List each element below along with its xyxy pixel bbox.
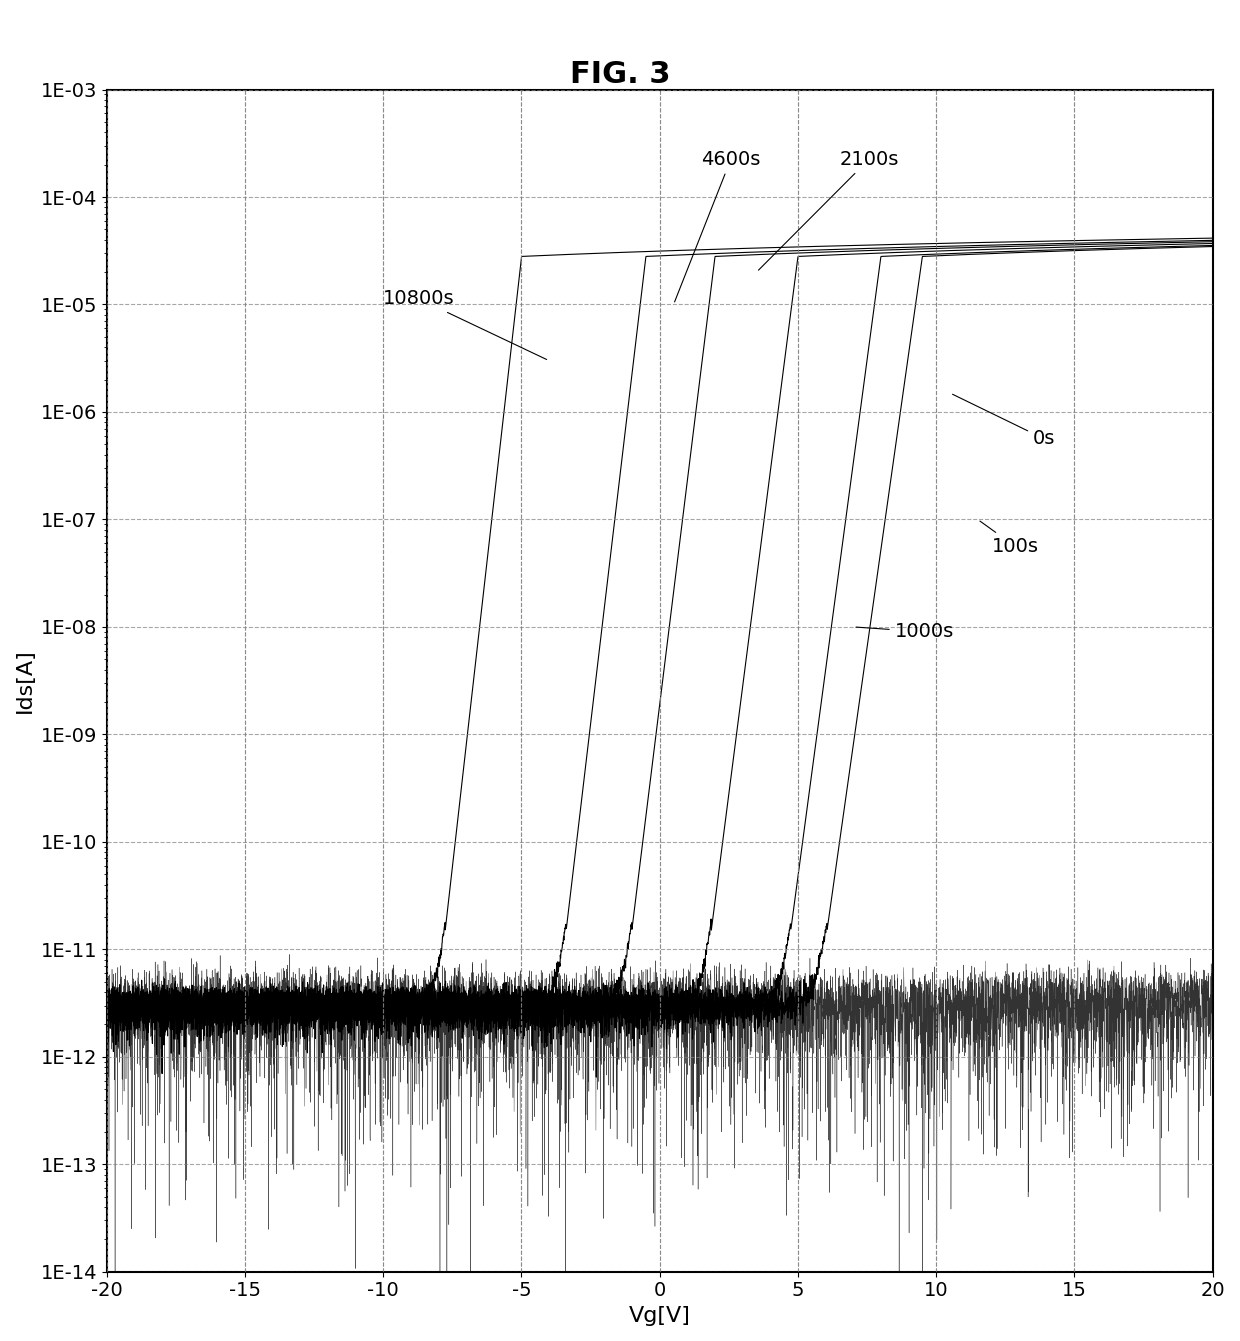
X-axis label: Vg[V]: Vg[V] <box>629 1306 691 1326</box>
Y-axis label: Ids[A]: Ids[A] <box>15 648 35 713</box>
Text: 0s: 0s <box>952 394 1055 448</box>
Text: 100s: 100s <box>980 522 1039 555</box>
Text: 1000s: 1000s <box>856 622 954 641</box>
Text: 4600s: 4600s <box>675 150 760 302</box>
Text: FIG. 3: FIG. 3 <box>569 60 671 90</box>
Text: 10800s: 10800s <box>383 290 547 359</box>
Text: 2100s: 2100s <box>759 150 899 270</box>
